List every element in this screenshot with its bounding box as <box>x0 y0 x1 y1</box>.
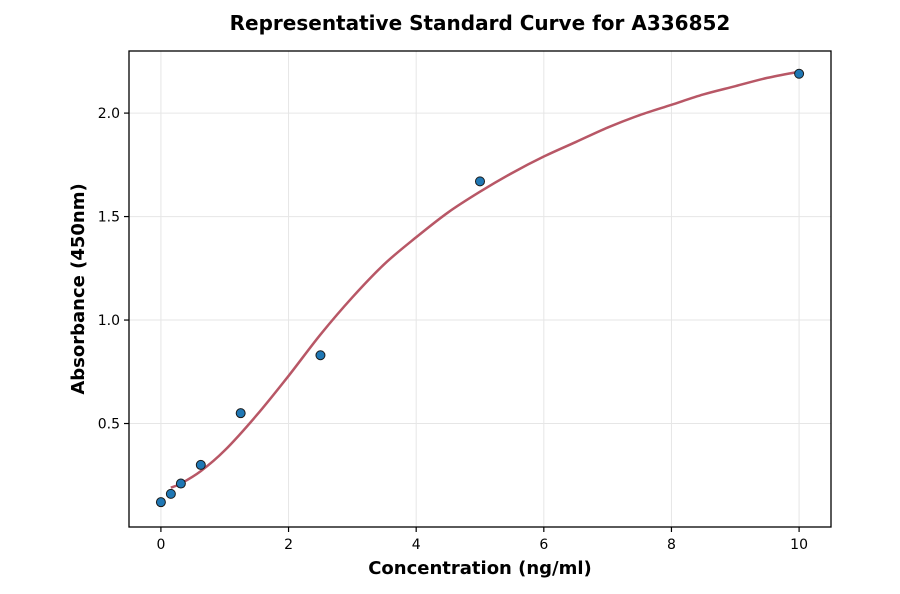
y-axis: 0.5 1.0 1.5 2.0 <box>98 106 129 433</box>
data-point <box>315 350 326 361</box>
data-point <box>235 408 246 419</box>
plot-area <box>155 68 805 508</box>
data-point <box>475 176 485 187</box>
data-point <box>155 497 166 508</box>
x-tick-label: 0 <box>156 537 165 553</box>
y-axis-label: Absorbance (450nm) <box>68 183 89 394</box>
chart-title: Representative Standard Curve for A33685… <box>230 11 731 35</box>
grid <box>129 51 831 527</box>
plot-frame <box>128 50 832 528</box>
y-tick-label: 2.0 <box>98 106 120 122</box>
x-tick-label: 8 <box>667 537 676 553</box>
x-tick-label: 4 <box>412 537 421 553</box>
data-point <box>195 459 206 470</box>
x-axis-label: Concentration (ng/ml) <box>368 558 592 579</box>
data-point <box>794 68 805 79</box>
x-tick-label: 2 <box>284 537 293 553</box>
x-tick-label: 10 <box>790 537 808 553</box>
y-tick-label: 0.5 <box>98 417 120 433</box>
data-point <box>175 478 186 489</box>
data-point <box>165 488 176 499</box>
x-tick-label: 6 <box>539 537 548 553</box>
fit-curve-line <box>170 70 800 489</box>
x-axis: 0 2 4 6 8 10 <box>156 527 808 553</box>
y-tick-label: 1.0 <box>98 313 120 329</box>
y-tick-label: 1.5 <box>98 210 120 226</box>
